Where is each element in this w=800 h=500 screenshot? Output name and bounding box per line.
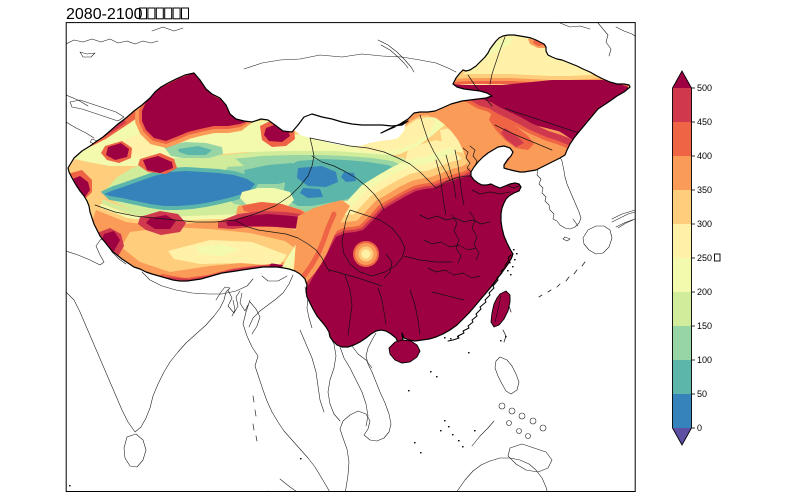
svg-text:100: 100: [697, 355, 712, 365]
svg-text:300: 300: [697, 219, 712, 229]
svg-text:50: 50: [697, 389, 707, 399]
svg-text:200: 200: [697, 287, 712, 297]
svg-text:2080-2100: 2080-2100: [66, 6, 143, 23]
svg-text:250: 250: [697, 253, 712, 263]
svg-text:350: 350: [697, 185, 712, 195]
svg-text:0: 0: [697, 423, 702, 433]
svg-text:150: 150: [697, 321, 712, 331]
svg-text:450: 450: [697, 117, 712, 127]
svg-text:500: 500: [697, 83, 712, 93]
svg-text:400: 400: [697, 151, 712, 161]
